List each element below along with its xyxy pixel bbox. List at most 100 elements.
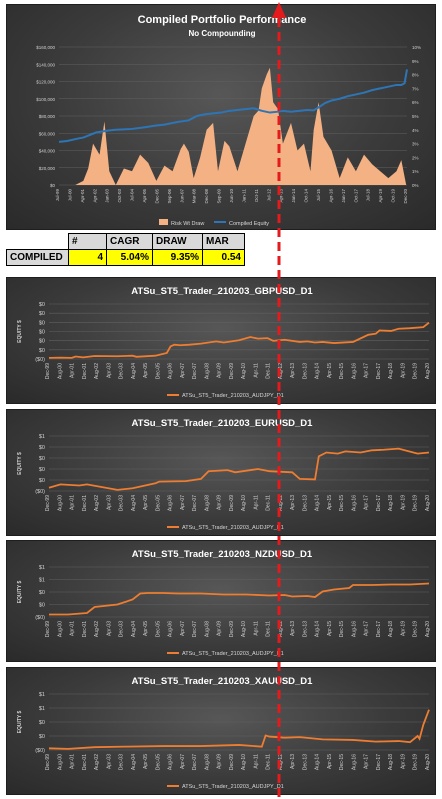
sub-x-tick: Aug-12 xyxy=(278,754,284,770)
sub-y-tick: $1 xyxy=(39,692,45,698)
stats-compiled-row: COMPILED 4 5.04% 9.35% 0.54 xyxy=(6,249,245,266)
main-plot-area: $0 $20,000 $40,000 $60,000 $80,000 $100,000 $1… xyxy=(36,45,421,204)
sub-x-tick: Apr-17 xyxy=(364,363,370,378)
x-tick: Sep-09 xyxy=(217,189,222,204)
sub-x-tick: Dec-99 xyxy=(45,754,51,770)
sub-x-tick: Aug-20 xyxy=(425,621,431,637)
sub-chart-title: ATSu_ST5_Trader_210203_NZDUSD_D1 xyxy=(132,549,313,560)
sub-x-tick: Dec-07 xyxy=(192,495,198,511)
stats-value-cagr: 5.04% xyxy=(106,249,153,266)
sub-x-tick: Dec-17 xyxy=(376,363,382,379)
sub-legend-label: ATSu_ST5_Trader_210203_AUDJPY_D1 xyxy=(182,784,284,790)
sub-x-tick: Dec-09 xyxy=(229,363,235,379)
x-tick: Jul-15 xyxy=(316,189,321,202)
sub-x-tick: Aug-04 xyxy=(131,621,137,637)
sub-x-tick: Dec-09 xyxy=(229,621,235,637)
sub-x-tick: Dec-05 xyxy=(155,495,161,511)
sub-x-tick: Apr-19 xyxy=(400,621,406,636)
sub-chart-ylabel: EQUITY $ xyxy=(17,452,23,475)
y-right-tick: 7% xyxy=(412,86,419,91)
sub-x-tick: Aug-04 xyxy=(131,363,137,379)
sub-x-tick: Apr-03 xyxy=(106,621,112,636)
sub-x-tick: Apr-09 xyxy=(217,495,223,510)
sub-x-tick: Apr-05 xyxy=(143,621,149,636)
stats-value-count: 4 xyxy=(68,249,107,266)
sub-chart-ylabel: EQUITY $ xyxy=(17,580,23,603)
sub-y-tick: $0 xyxy=(39,478,45,484)
sub-chart-nzdusd: ATSu_ST5_Trader_210203_NZDUSD_D1 EQUITY $… xyxy=(6,540,436,662)
sub-x-tick: Apr-01 xyxy=(70,363,76,378)
sub-y-tick: ($0) xyxy=(35,489,45,495)
sub-x-tick: Dec-05 xyxy=(155,754,161,770)
sub-x-tick: Dec-07 xyxy=(192,754,198,770)
stats-header-cagr: CAGR xyxy=(106,233,153,250)
legend-draw-swatch xyxy=(159,219,168,225)
x-tick: Dec-05 xyxy=(154,189,159,204)
x-tick: Jan-03 xyxy=(105,189,110,203)
x-tick: Apr-19 xyxy=(378,189,383,203)
sub-x-tick: Aug-18 xyxy=(388,754,394,770)
sub-x-tick: Apr-03 xyxy=(106,495,112,510)
sub-y-tick: $0 xyxy=(39,302,45,308)
sub-x-tick: Apr-09 xyxy=(217,754,223,769)
sub-x-tick: Aug-00 xyxy=(57,754,63,770)
sub-x-tick: Apr-01 xyxy=(70,495,76,510)
sub-y-tick: $0 xyxy=(39,320,45,326)
x-tick: Jun-10 xyxy=(229,189,234,203)
x-tick: Jul-18 xyxy=(366,189,371,202)
sub-x-tick: Dec-05 xyxy=(155,363,161,379)
sub-chart-title: ATSu_ST5_Trader_210203_XAUUSD_D1 xyxy=(132,676,314,687)
sub-x-tick: Dec-09 xyxy=(229,754,235,770)
sub-x-tick: Dec-03 xyxy=(119,754,125,770)
x-tick: Sep-06 xyxy=(167,189,172,204)
sub-x-tick: Apr-15 xyxy=(327,754,333,769)
sub-x-tick: Apr-07 xyxy=(180,754,186,769)
x-tick: Dec-20 xyxy=(403,189,408,204)
sub-y-tick: $1 xyxy=(39,578,45,584)
sub-x-tick: Aug-14 xyxy=(315,363,321,379)
sub-x-tick: Dec-01 xyxy=(82,621,88,637)
y-right-tick: 2% xyxy=(412,155,419,160)
y-left-tick: $140,000 xyxy=(36,62,55,67)
sub-x-tick: Aug-14 xyxy=(315,754,321,770)
y-left-tick: $20,000 xyxy=(39,166,56,171)
sub-x-tick: Dec-07 xyxy=(192,621,198,637)
x-tick: Jan-14 xyxy=(291,189,296,203)
sub-y-tick: $0 xyxy=(39,456,45,462)
sub-x-tick: Apr-07 xyxy=(180,621,186,636)
sub-x-tick: Aug-18 xyxy=(388,363,394,379)
sub-x-tick: Aug-08 xyxy=(204,754,210,770)
stats-header-count: # xyxy=(68,233,107,250)
x-tick: Jul-04 xyxy=(130,189,135,202)
sub-series-line xyxy=(49,582,430,616)
sub-y-tick: ($0) xyxy=(35,748,45,754)
main-chart-panel: Compiled Portfolio Performance No Compou… xyxy=(6,4,436,230)
sub-chart-title: ATSu_ST5_Trader_210203_GBPUSD_D1 xyxy=(131,286,313,297)
sub-x-tick: Aug-12 xyxy=(278,495,284,511)
sub-x-tick: Dec-19 xyxy=(413,495,419,511)
x-tick: Oct-14 xyxy=(304,189,309,203)
sub-x-tick: Aug-04 xyxy=(131,754,137,770)
sub-x-tick: Apr-13 xyxy=(290,495,296,510)
x-tick: Jun-07 xyxy=(179,189,184,203)
sub-x-tick: Dec-17 xyxy=(376,621,382,637)
sub-x-tick: Dec-11 xyxy=(266,754,272,770)
sub-chart-nzdusd-svg: ATSu_ST5_Trader_210203_NZDUSD_D1 EQUITY $… xyxy=(17,549,431,657)
sub-x-tick: Apr-09 xyxy=(217,363,223,378)
sub-x-tick: Dec-13 xyxy=(302,621,308,637)
sub-x-tick: Aug-04 xyxy=(131,495,137,511)
sub-x-tick: Dec-13 xyxy=(302,495,308,511)
sub-x-tick: Dec-19 xyxy=(413,621,419,637)
sub-x-tick: Aug-08 xyxy=(204,363,210,379)
sub-x-tick: Aug-10 xyxy=(241,754,247,770)
x-tick: Oct-19 xyxy=(391,189,396,203)
sub-x-tick: Dec-19 xyxy=(413,363,419,379)
sub-x-tick: Aug-20 xyxy=(425,363,431,379)
sub-chart-title: ATSu_ST5_Trader_210203_EURUSD_D1 xyxy=(132,418,314,429)
sub-x-tick: Aug-02 xyxy=(94,754,100,770)
sub-x-tick: Apr-03 xyxy=(106,754,112,769)
sub-x-tick: Aug-00 xyxy=(57,621,63,637)
y-right-tick: 4% xyxy=(412,128,419,133)
sub-series-line xyxy=(48,321,430,359)
stats-value-draw: 9.35% xyxy=(152,249,203,266)
